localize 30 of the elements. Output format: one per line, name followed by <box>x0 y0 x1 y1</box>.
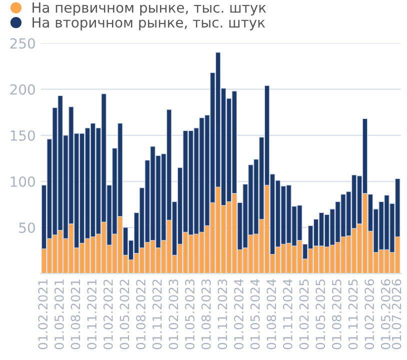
x-tick-label: 01.11.2024 <box>282 279 292 350</box>
x-tick-label: 01.11.2022 <box>152 280 162 350</box>
x-tick-label: 01.05.2021 <box>54 280 64 350</box>
y-tick-label: 100 <box>10 176 35 187</box>
x-tick-label: 01.11.2025 <box>348 280 358 350</box>
x-tick-label: 01.08.2024 <box>266 279 276 350</box>
x-tick-label: 01.02.2026 <box>364 279 374 350</box>
x-tick-label: 01.02.2025 <box>299 280 309 350</box>
y-tick-label: 250 <box>10 38 35 49</box>
x-tick-label: 01.02.2022 <box>103 280 113 350</box>
legend-label: На вторичном рынке, тыс. штук <box>32 17 266 30</box>
x-tick-label: 01.02.2021 <box>38 280 48 350</box>
y-tick-label: 150 <box>10 130 35 141</box>
x-tick-label: 01.08.2021 <box>70 280 80 350</box>
x-tick-label: 01.05.2023 <box>185 279 194 350</box>
legend-label: На первичном рынке, тыс. штук <box>32 2 266 16</box>
x-tick-label: 01.05.2026 <box>380 279 390 350</box>
y-tick-label: 50 <box>19 222 35 233</box>
x-tick-label: 01.07.2026 <box>392 279 402 350</box>
x-tick-label: 01.05.2024 <box>250 279 260 350</box>
x-tick-label: 01.05.2025 <box>316 280 326 350</box>
x-tick-label: 01.08.2022 <box>136 280 146 350</box>
y-tick-label: 200 <box>10 84 35 95</box>
x-tick-label: 01.08.2025 <box>332 280 342 350</box>
x-tick-label: 01.08.2023 <box>201 279 211 350</box>
x-tick-label: 01.02.2023 <box>168 279 178 350</box>
x-tick-label: 01.05.2022 <box>120 280 130 350</box>
x-tick-label: 01.11.2023 <box>218 279 228 350</box>
x-tick-label: 01.11.2021 <box>87 280 97 350</box>
x-tick-label: 01.02.2024 <box>234 279 244 350</box>
